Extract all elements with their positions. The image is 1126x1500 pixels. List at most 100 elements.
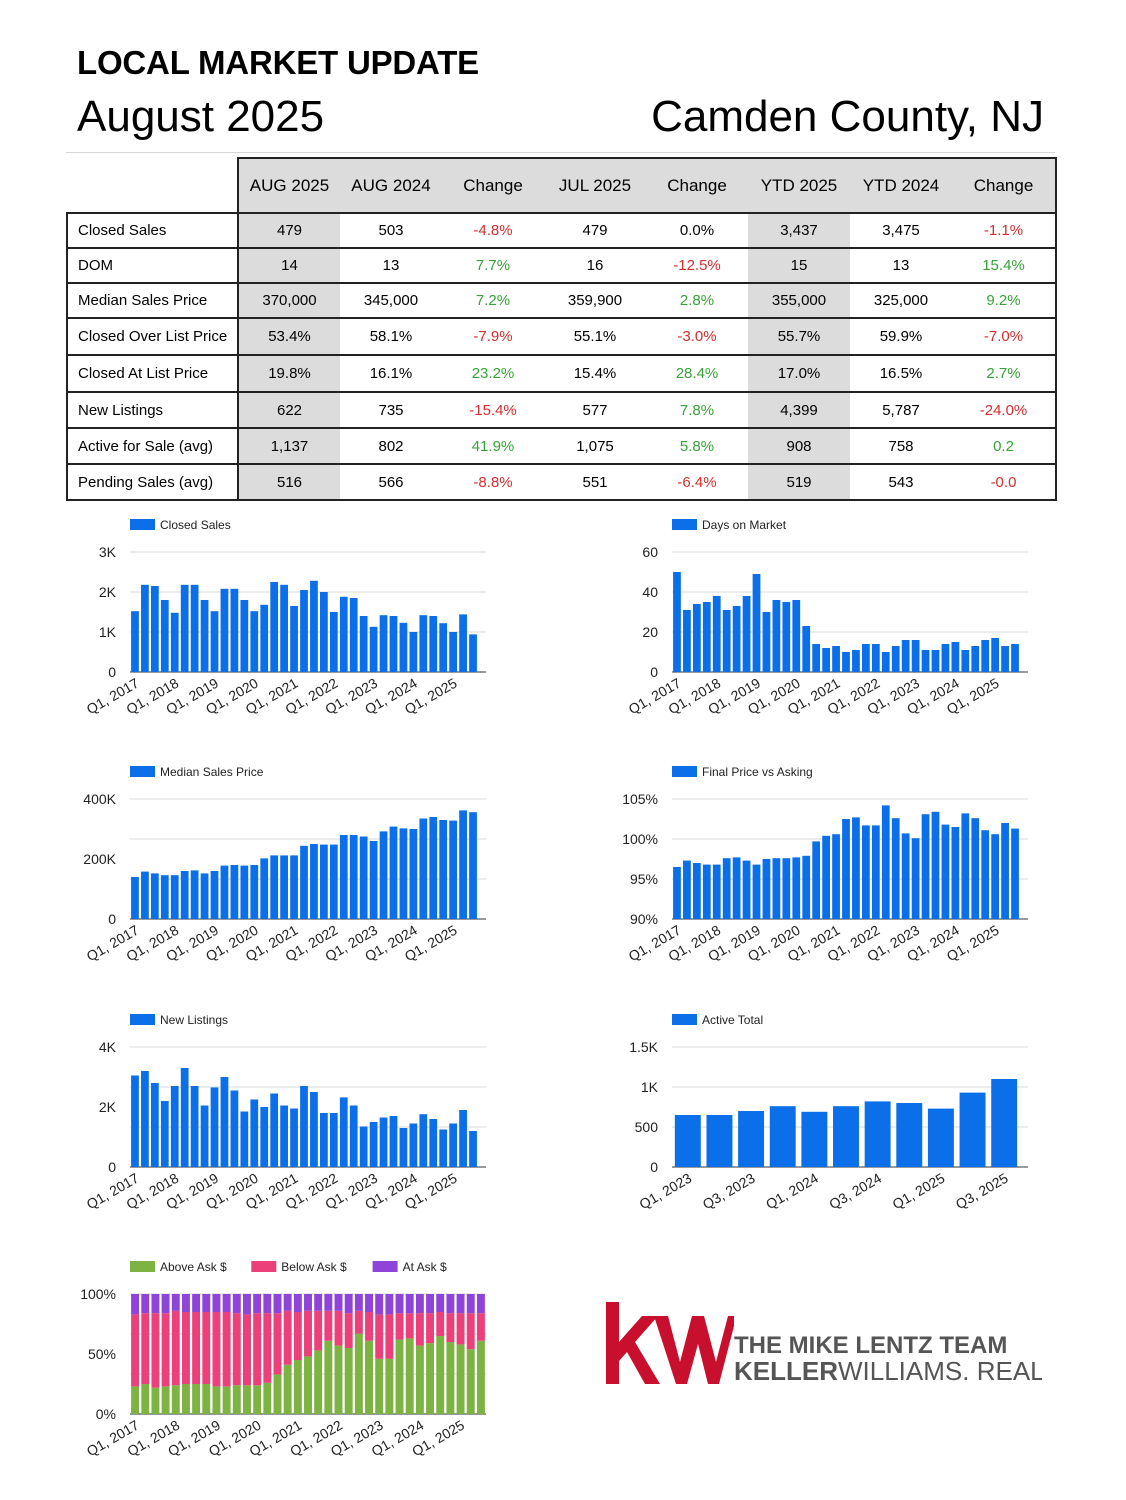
legend-swatch bbox=[130, 766, 155, 777]
legend-swatch bbox=[130, 1261, 155, 1272]
y-tick-label: 4K bbox=[99, 1039, 117, 1055]
table-cell: -8.8% bbox=[442, 463, 544, 501]
bar bbox=[991, 834, 1000, 919]
bar bbox=[951, 827, 960, 919]
table-cell: 908 bbox=[748, 427, 850, 465]
logo-brokerage: KELLERWILLIAMS. REALTY bbox=[734, 1356, 1042, 1386]
bar bbox=[379, 831, 388, 919]
table-cell: 1,137 bbox=[238, 427, 340, 465]
x-tick-label: Q1, 2023 bbox=[636, 1170, 694, 1213]
bar bbox=[769, 1106, 796, 1167]
bar bbox=[981, 640, 990, 672]
bar bbox=[732, 606, 741, 672]
y-tick-label: 0 bbox=[108, 1159, 116, 1175]
bar bbox=[772, 858, 781, 919]
table-cell: 479 bbox=[544, 212, 646, 249]
bar bbox=[190, 1086, 199, 1167]
stacked-bar-segment bbox=[344, 1294, 353, 1314]
stacked-bar-segment bbox=[375, 1314, 384, 1359]
bar bbox=[459, 1110, 467, 1167]
bar bbox=[170, 1086, 179, 1167]
table-cell: 7.2% bbox=[442, 282, 544, 319]
bar bbox=[160, 600, 169, 672]
bar bbox=[673, 572, 681, 672]
bar bbox=[891, 646, 900, 672]
bar bbox=[359, 1126, 368, 1167]
bar bbox=[469, 812, 477, 919]
bar bbox=[881, 652, 890, 672]
bar bbox=[141, 584, 149, 672]
report-date: August 2025 bbox=[77, 92, 325, 141]
stacked-bar-segment bbox=[466, 1349, 475, 1414]
bar bbox=[961, 650, 970, 672]
table-cell: 55.1% bbox=[544, 317, 646, 356]
keller-williams-logo: THE MIKE LENTZ TEAM KELLERWILLIAMS. REAL… bbox=[602, 1300, 1076, 1390]
table-cell: 0.0% bbox=[646, 212, 748, 249]
bar bbox=[310, 844, 318, 919]
stacked-bar-segment bbox=[334, 1345, 343, 1414]
stacked-bar-segment bbox=[161, 1294, 170, 1314]
table-cell: -1.1% bbox=[952, 212, 1057, 249]
stacked-bar-segment bbox=[395, 1313, 404, 1340]
stacked-bar-segment bbox=[324, 1294, 333, 1311]
stacked-bar-segment bbox=[304, 1294, 312, 1311]
stacked-bar-segment bbox=[385, 1294, 394, 1315]
bar bbox=[941, 824, 950, 919]
bar bbox=[1011, 828, 1019, 919]
table-cell: 1,075 bbox=[544, 427, 646, 465]
kw-logo-mark: THE MIKE LENTZ TEAM KELLERWILLIAMS. REAL… bbox=[606, 1302, 1076, 1386]
bar bbox=[772, 600, 781, 672]
stacked-bar-segment bbox=[181, 1294, 190, 1312]
bar bbox=[419, 615, 428, 672]
stacked-bar-segment bbox=[161, 1313, 170, 1387]
stacked-bar-segment bbox=[436, 1336, 445, 1414]
y-tick-label: 1K bbox=[641, 1079, 659, 1095]
col-header: YTD 2025 bbox=[748, 157, 850, 213]
bar bbox=[419, 818, 428, 919]
bar bbox=[931, 811, 940, 919]
bar bbox=[459, 810, 467, 919]
bar bbox=[409, 632, 418, 672]
table-cell: 55.7% bbox=[748, 317, 850, 356]
market-stats-table: AUG 2025 AUG 2024 Change JUL 2025 Change… bbox=[66, 157, 1057, 501]
y-tick-label: 500 bbox=[635, 1119, 659, 1135]
bar bbox=[429, 616, 438, 672]
bar bbox=[459, 614, 467, 672]
table-cell: 802 bbox=[340, 427, 442, 465]
row-label: Pending Sales (avg) bbox=[66, 463, 239, 501]
table-cell: 16.5% bbox=[850, 354, 952, 393]
stacked-bar-segment bbox=[232, 1313, 241, 1386]
bar bbox=[822, 835, 830, 919]
stacked-bar-segment bbox=[222, 1386, 231, 1414]
bar bbox=[409, 829, 418, 919]
stacked-bar-segment bbox=[263, 1294, 272, 1314]
bar bbox=[1011, 644, 1019, 672]
bar bbox=[891, 818, 900, 919]
bar bbox=[270, 582, 279, 672]
stacked-bar-segment bbox=[324, 1340, 333, 1414]
bar bbox=[131, 877, 139, 919]
bar bbox=[280, 584, 288, 672]
chart-active-total: Active Total 0 500 1K 1.5K Q1, 2023 Q3, 2023 Q1… bbox=[612, 1005, 1042, 1230]
y-tick-label: 40 bbox=[642, 584, 658, 600]
bar bbox=[369, 841, 378, 919]
bar bbox=[349, 835, 358, 919]
bar bbox=[706, 1115, 733, 1167]
chart-days-on-market: Days on Market 0 20 40 60 Q1, 2017 Q1, 2018 Q1,… bbox=[612, 510, 1042, 735]
table-cell: 9.2% bbox=[952, 282, 1057, 319]
y-tick-label: 100% bbox=[80, 1286, 116, 1302]
bar bbox=[738, 1111, 765, 1167]
bar bbox=[469, 634, 477, 672]
bar bbox=[180, 1068, 189, 1167]
bar bbox=[801, 1111, 828, 1167]
table-corner bbox=[67, 158, 238, 213]
table-cell: 7.7% bbox=[442, 247, 544, 284]
y-tick-label: 0 bbox=[650, 664, 658, 680]
table-cell: 59.9% bbox=[850, 317, 952, 356]
bar bbox=[389, 826, 398, 919]
stacked-bar-segment bbox=[456, 1344, 465, 1414]
table-cell: 758 bbox=[850, 427, 952, 465]
